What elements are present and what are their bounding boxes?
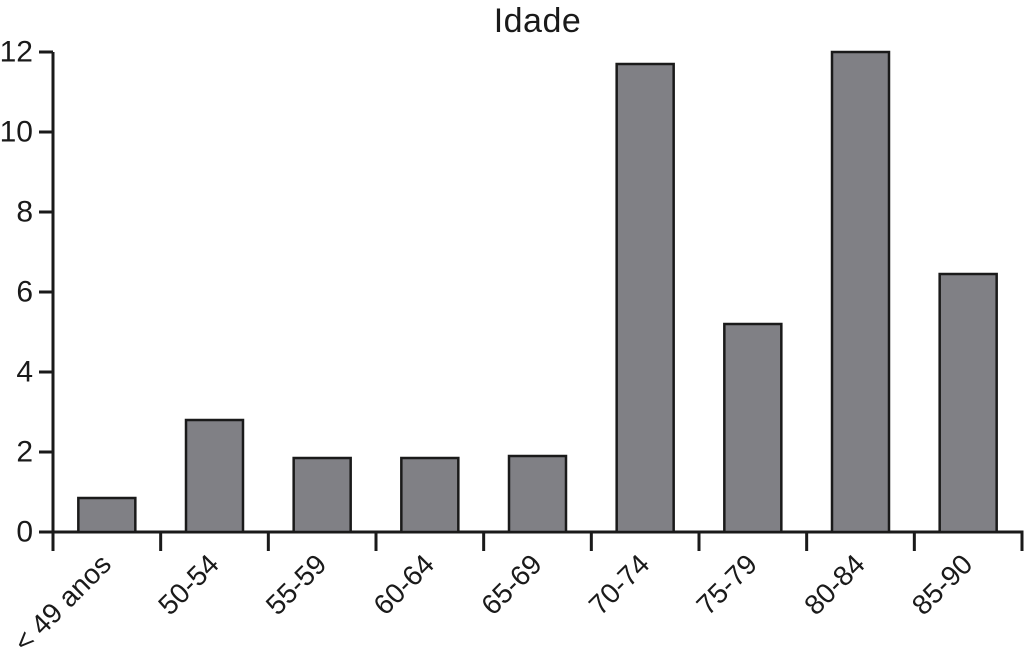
x-category-label: 85-90 — [906, 548, 979, 621]
x-category-label: 70-74 — [583, 548, 656, 621]
bar — [938, 272, 998, 534]
y-tick-label: 2 — [16, 436, 33, 469]
bar — [184, 418, 245, 534]
y-tick-label: 12 — [0, 36, 33, 69]
x-category-label: 75-79 — [691, 548, 764, 621]
x-category-label: 60-64 — [368, 548, 441, 621]
bar — [615, 62, 675, 534]
y-tick-label: 0 — [16, 516, 33, 549]
y-tick-label: 6 — [16, 276, 33, 309]
bar — [723, 322, 783, 534]
y-tick-label: 10 — [0, 116, 33, 149]
bar — [77, 496, 137, 534]
y-tick-label: 8 — [16, 196, 33, 229]
y-tick-label: 4 — [16, 356, 33, 389]
x-category-label: 65-69 — [475, 548, 548, 621]
x-category-label: 55-59 — [260, 548, 333, 621]
x-category-label: 80-84 — [798, 548, 871, 621]
bar — [400, 456, 460, 534]
x-category-label: 50-54 — [152, 548, 225, 621]
bar — [292, 456, 352, 534]
bar — [507, 454, 568, 534]
chart-title: Idade — [493, 2, 582, 40]
bar — [830, 50, 891, 534]
x-category-label: < 49 anos — [8, 548, 117, 657]
